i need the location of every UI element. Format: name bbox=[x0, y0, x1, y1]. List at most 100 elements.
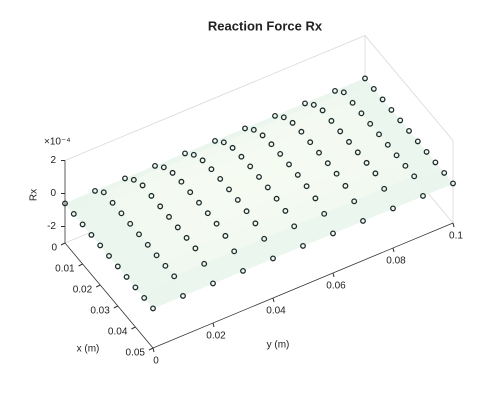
data-point bbox=[441, 169, 448, 176]
data-point bbox=[312, 195, 319, 202]
data-point bbox=[342, 182, 349, 189]
data-point bbox=[406, 127, 412, 134]
data-point bbox=[423, 148, 430, 155]
z-tick-label: 0 bbox=[50, 188, 56, 199]
data-point bbox=[272, 112, 278, 119]
data-point bbox=[190, 151, 197, 158]
data-point bbox=[264, 184, 271, 191]
data-point bbox=[393, 152, 400, 159]
data-point bbox=[122, 175, 128, 182]
x-tick-label: 0.02 bbox=[73, 285, 93, 296]
y-tick-label: 0.06 bbox=[326, 281, 346, 292]
data-point bbox=[351, 198, 358, 205]
z-tick-label: -2 bbox=[47, 221, 56, 232]
data-point bbox=[300, 242, 306, 249]
data-point bbox=[319, 107, 326, 114]
data-point bbox=[106, 252, 112, 259]
y-tick bbox=[392, 247, 395, 253]
y-tick bbox=[152, 347, 155, 353]
data-point bbox=[307, 139, 314, 146]
data-point bbox=[397, 117, 404, 124]
z-axis-label: Rx bbox=[29, 189, 40, 201]
axes: 0 0.01 0.02 0.03 0.04 0.05 0 0.02 0.04 0.06 0.08 0.… bbox=[47, 155, 463, 367]
data-point bbox=[210, 280, 216, 287]
data-point bbox=[379, 96, 386, 103]
y-tick-label: 0 bbox=[153, 356, 159, 367]
data-point bbox=[199, 157, 206, 164]
data-point bbox=[250, 126, 257, 133]
x-tick-label: 0.04 bbox=[108, 327, 128, 338]
y-tick-label: 0.08 bbox=[386, 256, 406, 267]
data-point bbox=[303, 183, 310, 190]
data-point bbox=[282, 207, 289, 214]
data-point bbox=[346, 138, 352, 145]
data-point bbox=[256, 173, 262, 180]
data-point bbox=[152, 162, 158, 169]
data-point bbox=[226, 186, 232, 193]
data-point bbox=[141, 294, 148, 301]
data-point bbox=[92, 187, 98, 194]
data-point bbox=[450, 180, 456, 187]
data-point bbox=[349, 99, 356, 106]
data-point bbox=[114, 263, 121, 270]
data-point bbox=[220, 139, 227, 146]
data-point bbox=[238, 153, 245, 160]
data-point bbox=[328, 117, 335, 124]
data-point bbox=[212, 137, 218, 144]
x-tick bbox=[148, 347, 154, 351]
data-point bbox=[330, 230, 336, 237]
data-point bbox=[123, 273, 130, 280]
y-tick-label: 0.04 bbox=[266, 306, 286, 317]
y-axis bbox=[152, 222, 454, 349]
x-axis bbox=[64, 242, 154, 349]
data-point bbox=[302, 100, 308, 107]
y-axis-label: y (m) bbox=[267, 340, 290, 351]
y-tick-label: 0.1 bbox=[449, 231, 463, 242]
data-point bbox=[213, 220, 220, 227]
x-tick-label: 0.01 bbox=[55, 264, 75, 275]
data-point bbox=[414, 138, 421, 145]
data-point bbox=[166, 213, 172, 220]
data-point bbox=[100, 189, 107, 196]
data-point bbox=[127, 220, 134, 227]
data-point bbox=[132, 284, 139, 291]
data-point bbox=[240, 267, 246, 274]
data-point bbox=[192, 245, 199, 252]
data-point bbox=[169, 169, 176, 176]
data-point bbox=[363, 159, 370, 166]
data-point bbox=[402, 162, 409, 169]
data-point bbox=[289, 119, 296, 126]
data-point bbox=[420, 192, 426, 199]
data-point bbox=[280, 114, 287, 121]
data-point bbox=[432, 159, 439, 166]
data-point bbox=[332, 87, 338, 94]
data-point bbox=[150, 305, 156, 312]
data-point bbox=[340, 89, 347, 96]
data-point bbox=[174, 224, 181, 231]
data-point bbox=[277, 150, 284, 157]
data-point bbox=[148, 192, 155, 199]
surface bbox=[64, 78, 454, 309]
data-point bbox=[136, 231, 142, 238]
data-point bbox=[70, 210, 77, 217]
data-point bbox=[231, 248, 238, 255]
data-point bbox=[144, 241, 151, 248]
data-point bbox=[88, 231, 95, 238]
data-point bbox=[229, 144, 236, 151]
y-tick bbox=[272, 297, 275, 303]
data-point bbox=[182, 150, 188, 157]
data-point bbox=[388, 106, 395, 113]
x-axis-label: x (m) bbox=[77, 344, 100, 355]
data-point bbox=[183, 234, 190, 241]
y-tick bbox=[452, 222, 455, 228]
markers bbox=[62, 75, 456, 312]
box-edge bbox=[364, 35, 454, 141]
x-tick-label: 0.03 bbox=[90, 306, 110, 317]
data-point bbox=[337, 128, 344, 135]
data-point bbox=[208, 166, 215, 173]
data-point bbox=[130, 176, 137, 183]
data-point bbox=[118, 210, 125, 217]
data-point bbox=[109, 199, 116, 206]
x-tick bbox=[113, 305, 119, 309]
